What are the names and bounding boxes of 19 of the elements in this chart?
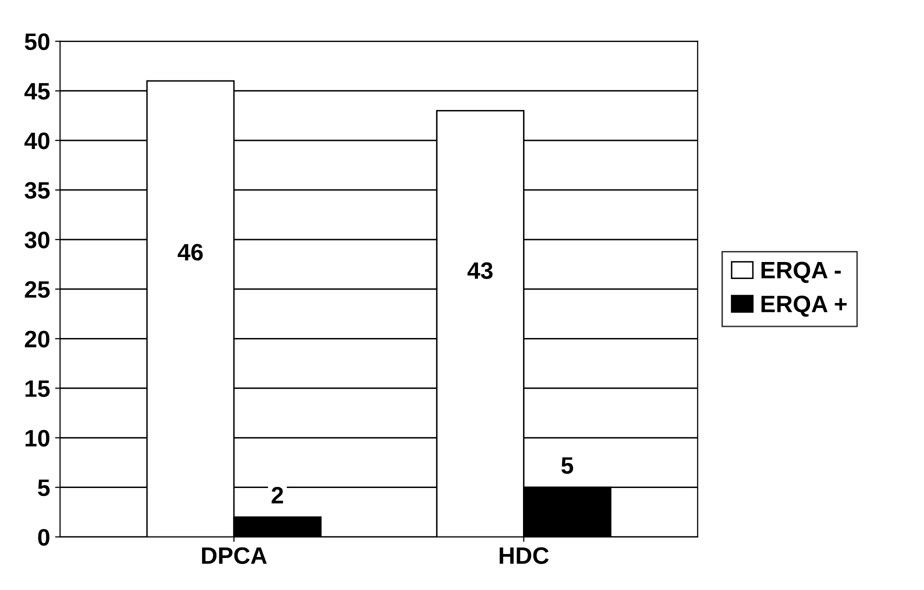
legend-label: ERQA -: [762, 262, 841, 283]
y-tick-label: 10: [26, 430, 50, 447]
y-tick-label: 45: [24, 83, 50, 100]
y-tick-label: 15: [26, 380, 50, 398]
y-tick-label: 5: [38, 480, 50, 496]
data-label: 2: [272, 486, 284, 504]
y-tick-label: 30: [24, 232, 50, 248]
y-tick-label: 35: [24, 182, 50, 199]
data-label: 43: [468, 262, 493, 280]
x-tick-label: HDC: [500, 547, 549, 564]
y-tick-label: 0: [38, 528, 50, 546]
data-label: 46: [178, 244, 203, 261]
data-label: 5: [561, 457, 574, 474]
y-tick-label: 40: [24, 132, 50, 150]
y-tick-label: 50: [24, 33, 50, 50]
legend-label: ERQA +: [762, 296, 847, 317]
y-tick-label: 25: [24, 281, 50, 298]
y-tick-label: 20: [24, 330, 50, 348]
x-tick-label: DPCA: [202, 547, 267, 564]
